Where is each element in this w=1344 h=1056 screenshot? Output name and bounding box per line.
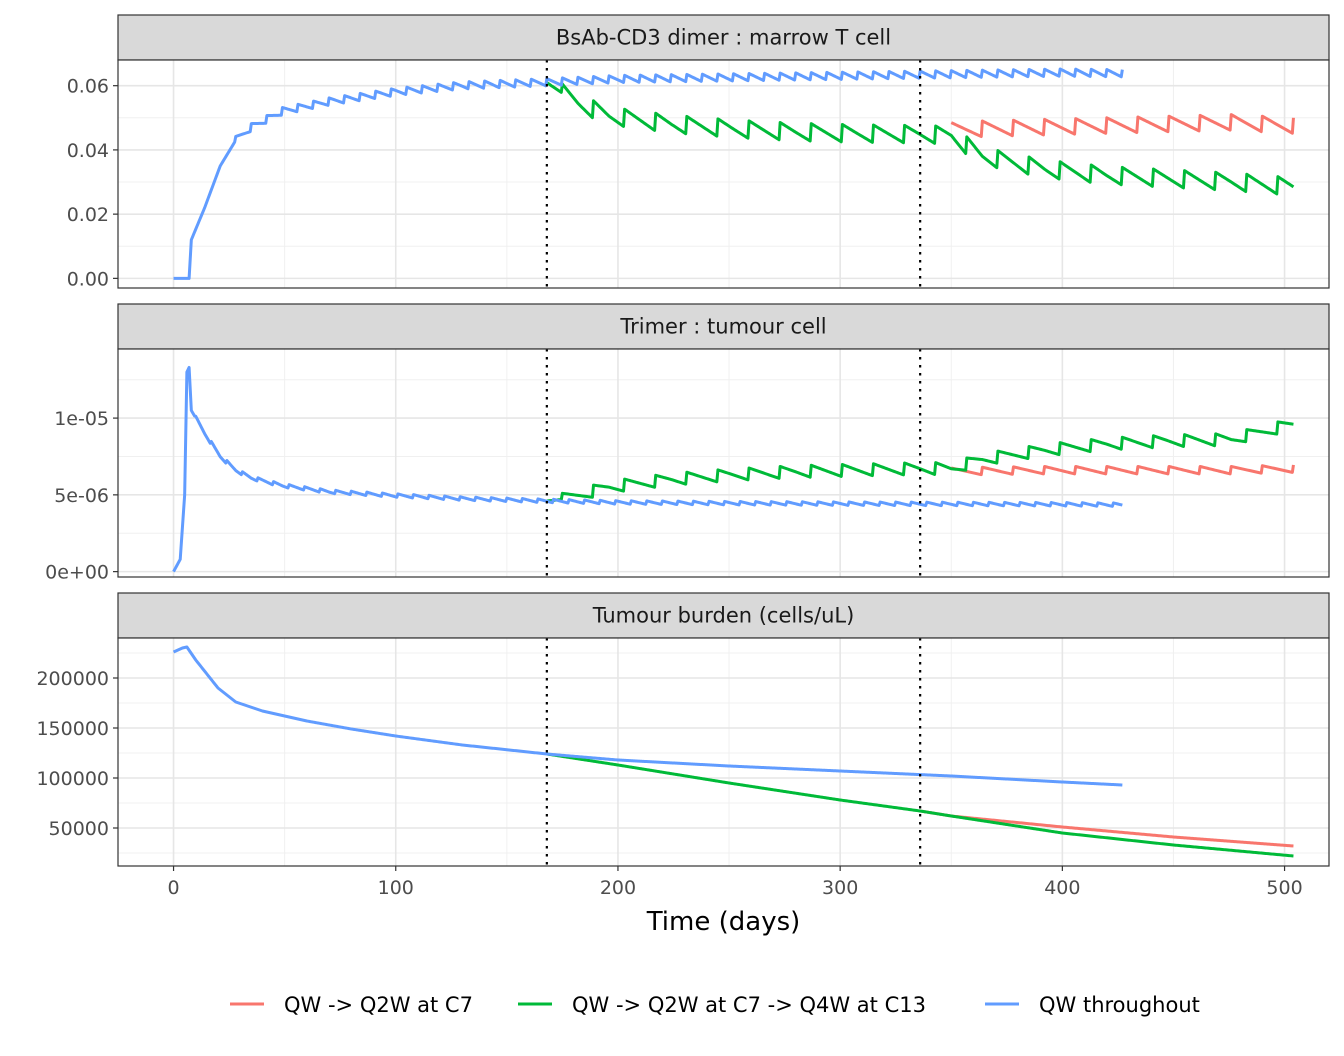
facet-strip-label: Trimer : tumour cell	[619, 315, 826, 339]
facet-panel-2: Trimer : tumour cell 0e+00 5e-06 1e-05	[45, 303, 1330, 584]
x-tick-label: 0	[168, 877, 180, 899]
y-axis: 50000 100000 150000 200000	[36, 668, 118, 840]
y-axis: 0.00 0.02 0.04 0.06	[67, 76, 118, 290]
x-tick-label: 500	[1266, 877, 1302, 899]
y-tick-label: 0.06	[67, 76, 109, 98]
panel-background	[118, 638, 1329, 866]
y-tick-label: 200000	[36, 668, 109, 690]
gridlines	[118, 60, 1329, 288]
facet-panel-1: BsAb-CD3 dimer : marrow T cell0.000.020.…	[67, 14, 1330, 290]
panel-border	[117, 59, 1330, 289]
y-axis: 0e+00 5e-06 1e-05	[45, 408, 118, 584]
y-tick-label: 150000	[36, 718, 109, 740]
y-tick-label: 100000	[36, 768, 109, 790]
x-tick-label: 200	[600, 877, 636, 899]
legend-label: QW throughout	[1039, 993, 1200, 1017]
x-tick-label: 300	[822, 877, 858, 899]
x-axis: 0 100 200 300 400 500	[168, 866, 1303, 899]
y-tick-label: 1e-05	[54, 408, 109, 430]
panel-border	[117, 637, 1330, 867]
series-line-qw-q2w-at-c7	[950, 113, 1295, 139]
x-axis-title: Time (days)	[646, 907, 801, 937]
series-group	[172, 645, 1294, 858]
facet-strip-label: BsAb-CD3 dimer : marrow T cell	[556, 26, 891, 50]
gridlines	[118, 638, 1329, 866]
facet-strip	[117, 592, 1330, 639]
panel-background	[118, 60, 1329, 288]
facet-panels: BsAb-CD3 dimer : marrow T cell0.000.020.…	[36, 14, 1330, 867]
y-tick-label: 50000	[49, 818, 109, 840]
series-line-qw-throughout	[172, 645, 1123, 787]
facet-strip-label: Tumour burden (cells/uL)	[592, 604, 855, 628]
legend-item: QW -> Q2W at C7 -> Q4W at C13	[518, 993, 926, 1017]
panel-border	[117, 348, 1330, 578]
panel-background	[118, 349, 1329, 577]
series-line-qw-q2w-at-c7	[950, 464, 1295, 477]
x-tick-label: 100	[378, 877, 414, 899]
legend-label: QW -> Q2W at C7	[284, 993, 473, 1017]
x-tick-label: 400	[1044, 877, 1080, 899]
series-group	[172, 365, 1295, 573]
facet-panel-3: Tumour burden (cells/uL) 50000 100000 15000…	[36, 592, 1330, 867]
facet-strip	[117, 14, 1330, 61]
y-tick-label: 0e+00	[45, 562, 109, 584]
y-tick-label: 5e-06	[54, 485, 109, 507]
series-line-qw-throughout	[172, 365, 1123, 573]
y-tick-label: 0.04	[67, 140, 109, 162]
facet-strip	[117, 303, 1330, 350]
series-line-qw-q2w-at-c7-q4w-at-c13	[546, 752, 1294, 858]
gridlines	[118, 349, 1329, 577]
y-tick-label: 0.00	[67, 268, 109, 290]
series-line-qw-q2w-at-c7-q4w-at-c13	[546, 420, 1294, 503]
series-line-qw-throughout	[173, 67, 1124, 280]
y-tick-label: 0.02	[67, 204, 109, 226]
legend-item: QW -> Q2W at C7	[230, 993, 473, 1017]
legend: QW -> Q2W at C7 QW -> Q2W at C7 -> Q4W at…	[230, 993, 1200, 1017]
legend-label: QW -> Q2W at C7 -> Q4W at C13	[572, 993, 926, 1017]
legend-item: QW throughout	[985, 993, 1200, 1017]
series-line-qw-q2w-at-c7	[919, 809, 1294, 848]
